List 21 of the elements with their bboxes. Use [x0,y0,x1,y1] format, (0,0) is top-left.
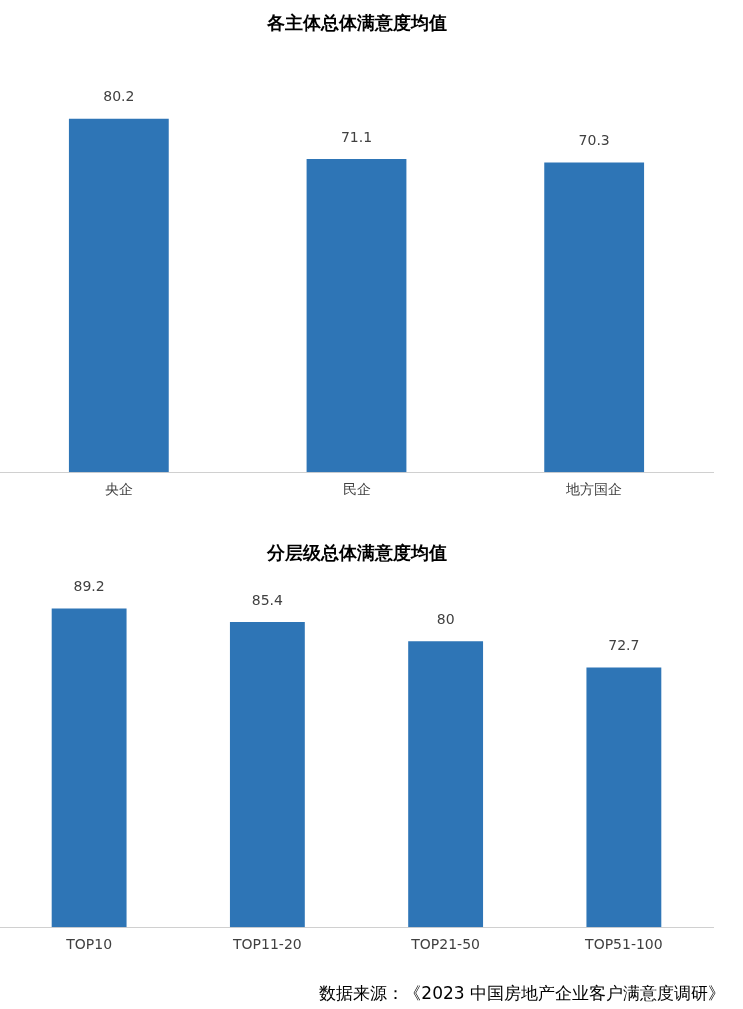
x-tick-label: TOP11-20 [232,936,302,953]
data-label: 85.4 [251,591,284,608]
x-tick-label: 央企 [104,481,133,498]
x-tick-label: TOP10 [65,936,113,953]
chart-title: 分层级总体满意度均值 [265,542,447,564]
chart-title: 各主体总体满意度均值 [265,12,447,34]
data-label: 80 [436,610,455,627]
x-tick-label: TOP51-100 [584,936,663,953]
data-label: 71.1 [340,128,373,145]
data-label: 72.7 [608,637,640,654]
bar [229,622,305,928]
bar [408,641,484,928]
bar [586,667,662,928]
bar [51,608,127,928]
x-tick-label: 民企 [342,481,371,498]
data-label: 70.3 [578,132,610,149]
x-tick-label: TOP21-50 [410,936,480,953]
x-tick-label: 地方国企 [565,481,623,498]
source-note: 数据来源：《2023 中国房地产企业客户满意度调研》 [318,982,726,1005]
data-label: 89.2 [73,578,105,595]
data-label: 80.2 [103,88,135,105]
